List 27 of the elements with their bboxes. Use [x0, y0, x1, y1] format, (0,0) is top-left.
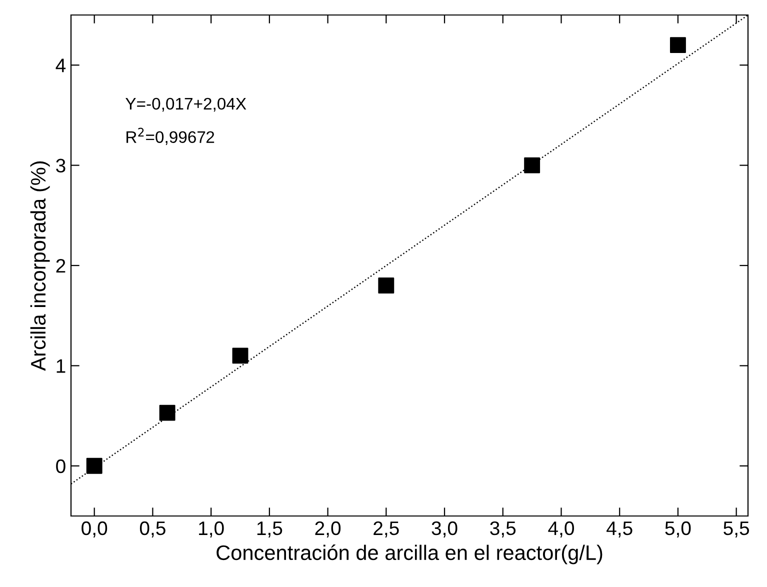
y-tick-label: 1 [56, 359, 66, 373]
point [159, 404, 176, 421]
x-tick-label: 3,5 [490, 521, 516, 538]
x-tick-label: 5,5 [724, 522, 750, 538]
point [670, 37, 686, 54]
point [524, 157, 540, 174]
x-tick-label: 0,0 [82, 521, 108, 538]
y-tick-label: 0 [56, 459, 66, 474]
x-tick-label: 1,0 [199, 521, 224, 538]
annotation: R$^{2}$=0,99672 [126, 128, 214, 145]
x-tick-label: 4,5 [606, 522, 632, 538]
y-tick-label: 3 [56, 158, 66, 173]
x-tick-label: 3,0 [432, 521, 458, 538]
x-tick-label: 2,5 [374, 521, 399, 538]
y-tick-label: 2 [56, 258, 66, 273]
point [232, 348, 248, 364]
x-tick-label: 1,5 [257, 522, 282, 538]
y-axis-title: Arcilla incorporada (%) [30, 161, 50, 371]
x-axis-title: Concentración de arcilla en el reactor(g/L) [216, 544, 602, 564]
y-tick-label: 4 [56, 58, 66, 72]
x-tick-label: 0,5 [140, 521, 166, 538]
annotation: Y=-0,017+2,04X [126, 98, 246, 112]
x-tick-label: 2,0 [315, 521, 341, 538]
x-tick-label: 4,0 [548, 521, 574, 538]
point [378, 278, 394, 294]
x-tick-label: 5,0 [665, 521, 691, 538]
point [86, 458, 102, 474]
